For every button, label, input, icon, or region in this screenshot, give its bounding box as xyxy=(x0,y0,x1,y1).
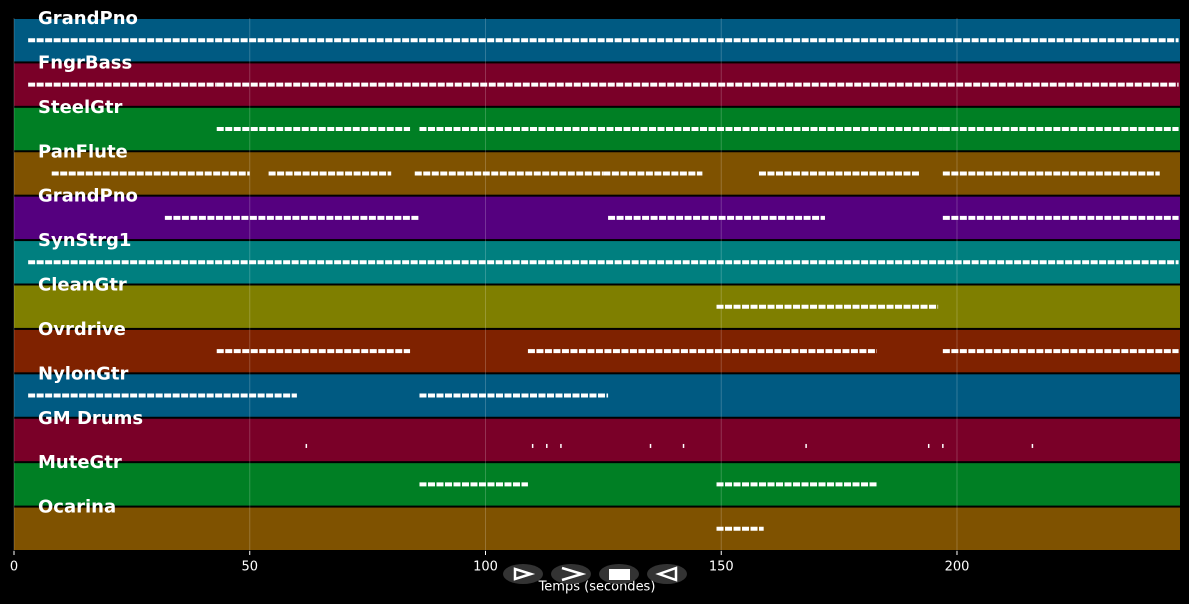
track-lane xyxy=(14,19,1180,62)
track-name: SynStrg1 xyxy=(38,230,131,251)
transport-controls xyxy=(503,564,687,584)
track-name: CleanGtr xyxy=(38,275,127,296)
track-name: SteelGtr xyxy=(38,97,123,118)
x-tick-label: 100 xyxy=(473,560,498,575)
track-name: GM Drums xyxy=(38,408,143,429)
track-name: GrandPno xyxy=(38,186,138,207)
track-name: NylonGtr xyxy=(38,363,129,384)
x-axis-label: Temps (secondes) xyxy=(538,580,656,595)
rewind-button[interactable] xyxy=(647,564,687,584)
x-tick-label: 50 xyxy=(241,560,258,575)
track-name: GrandPno xyxy=(38,8,138,29)
x-tick-label: 150 xyxy=(709,560,734,575)
track-lane xyxy=(14,463,1180,506)
track-name: Ovrdrive xyxy=(38,319,126,340)
track-name: FngrBass xyxy=(38,52,132,73)
track-lane xyxy=(14,374,1180,417)
stop-button[interactable] xyxy=(599,564,639,584)
track-name: MuteGtr xyxy=(38,452,122,473)
track-lane xyxy=(14,241,1180,284)
x-tick-label: 0 xyxy=(10,560,18,575)
track-lane xyxy=(14,507,1180,550)
track-lane xyxy=(14,418,1180,462)
track-name: Ocarina xyxy=(38,497,116,518)
forward-button[interactable] xyxy=(551,564,591,584)
track-name: PanFlute xyxy=(38,141,128,162)
track-lane xyxy=(14,285,1180,328)
play-button[interactable] xyxy=(503,564,543,584)
x-tick-label: 200 xyxy=(945,560,970,575)
